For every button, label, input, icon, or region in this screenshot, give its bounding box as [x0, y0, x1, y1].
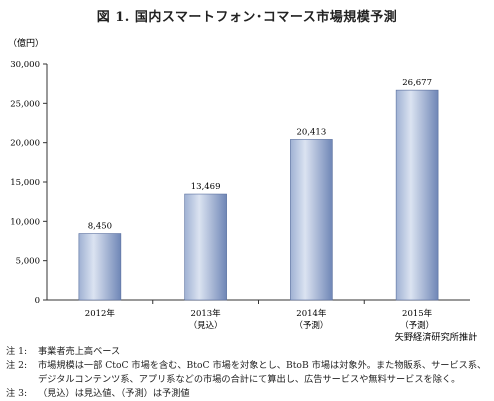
x-tick-label: 2015年	[402, 308, 433, 319]
note-1: 注 1: 事業者売上高ベース	[6, 345, 490, 359]
y-tick-label: 0	[35, 296, 40, 306]
note-text: （見込）は見込値、（予測）は予測値	[38, 388, 190, 399]
y-axis-unit-label: （億円）	[8, 37, 44, 49]
y-tick-label: 10,000	[10, 217, 40, 227]
labels: 8,4502012年13,4692013年（見込）20,4132014年（予測）…	[85, 78, 434, 331]
note-text: 市場規模は一部 CtoC 市場を含む、BtoC 市場を対象とし、BtoB 市場は…	[38, 360, 487, 385]
note-label: 注 1:	[6, 346, 28, 357]
x-tick-label: 2014年	[296, 308, 327, 319]
x-tick-sublabel: （見込）	[189, 320, 223, 331]
notes: 注 1: 事業者売上高ベース 注 2: 市場規模は一部 CtoC 市場を含む、B…	[6, 345, 490, 401]
axes: 0 5,000 10,000 15,000 20,000 25,000 30,000	[10, 60, 470, 306]
source-note: 矢野経済研究所推計	[395, 331, 478, 343]
bar	[184, 193, 227, 301]
bar	[395, 89, 439, 301]
y-tick-label: 30,000	[10, 60, 40, 70]
note-label: 注 2:	[6, 360, 28, 371]
chart-title: 図 1. 国内スマートフォン･コマース市場規模予測	[96, 10, 398, 25]
note-3: 注 3: （見込）は見込値、（予測）は予測値	[6, 387, 490, 401]
y-tick-label: 20,000	[10, 139, 40, 149]
note-label: 注 3:	[6, 388, 28, 399]
bar-value-label: 13,469	[191, 182, 221, 192]
bar-value-label: 20,413	[297, 127, 327, 137]
bar	[78, 233, 122, 301]
x-tick-label: 2013年	[191, 308, 222, 319]
x-tick-sublabel: （予測）	[294, 320, 328, 331]
note-text: 事業者売上高ベース	[38, 346, 121, 357]
y-tick-label: 5,000	[16, 257, 40, 267]
x-tick-sublabel: （予測）	[400, 320, 434, 331]
y-tick-label: 15,000	[10, 178, 40, 188]
note-2: 注 2: 市場規模は一部 CtoC 市場を含む、BtoC 市場を対象とし、Bto…	[6, 359, 490, 387]
bar	[290, 139, 333, 301]
bars	[78, 89, 439, 301]
x-tick-label: 2012年	[85, 308, 116, 319]
bar-value-label: 26,677	[402, 78, 432, 88]
y-tick-label: 25,000	[10, 99, 40, 109]
bar-value-label: 8,450	[88, 222, 112, 232]
